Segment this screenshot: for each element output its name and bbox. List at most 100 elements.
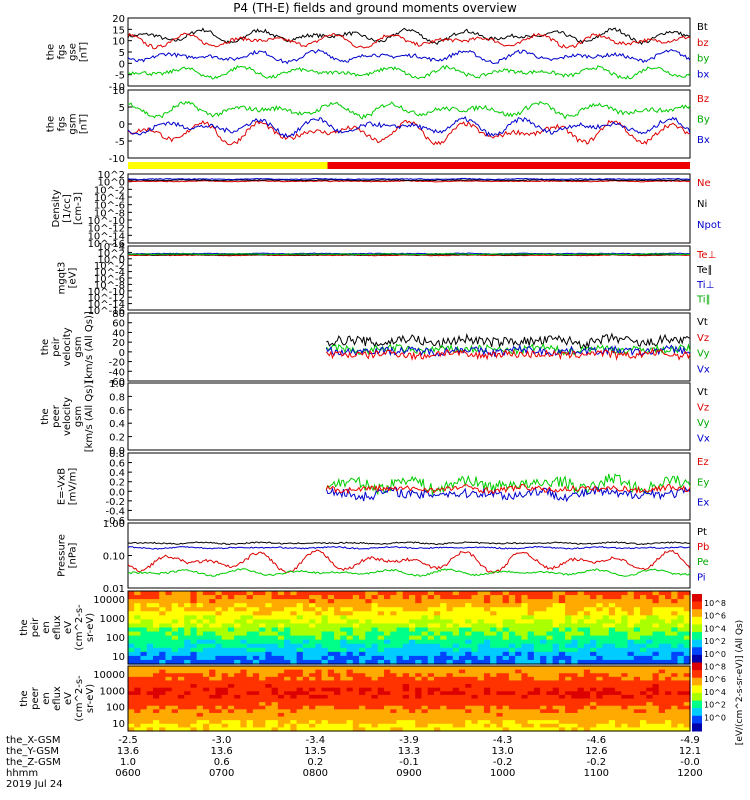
spectrogram-cell: [521, 687, 529, 692]
spectrogram-cell: [440, 615, 448, 620]
spectrogram-cell: [128, 666, 135, 671]
spectrogram-cell: [302, 705, 310, 710]
spectrogram-cell: [565, 669, 572, 674]
spectrogram-cell: [458, 647, 466, 653]
spectrogram-cell: [402, 651, 410, 657]
spectrogram-cell: [152, 720, 160, 725]
spectrogram-cell: [190, 631, 198, 637]
spectrogram-cell: [334, 647, 341, 653]
spectrogram-cell: [265, 676, 273, 682]
spectrogram-cell: [152, 723, 160, 728]
spectrogram-cell: [502, 631, 510, 637]
y-tick-label: 10^-8: [94, 208, 125, 219]
spectrogram-cell: [465, 694, 473, 700]
spectrogram-cell: [227, 623, 235, 629]
spectrogram-cell: [227, 694, 235, 700]
status-bar-segment: [327, 162, 690, 169]
spectrogram-cell: [371, 727, 379, 732]
spectrogram-cell: [490, 595, 498, 600]
spectrogram-cell: [658, 623, 666, 629]
spectrogram-cell: [446, 727, 454, 732]
spectrogram-cell: [540, 607, 547, 612]
spectrogram-cell: [640, 709, 647, 714]
spectrogram-cell: [202, 639, 210, 645]
spectrogram-cell: [152, 635, 160, 641]
panel-frame: [127, 665, 691, 732]
spectrogram-cell: [677, 619, 685, 625]
spectrogram-cell: [259, 655, 266, 661]
spectrogram-cell: [159, 655, 167, 661]
spectrogram-cell: [496, 595, 504, 600]
spectrogram-cell: [390, 698, 398, 703]
spectrogram-cell: [128, 702, 135, 707]
spectrogram-cell: [515, 603, 522, 608]
spectrogram-cell: [596, 631, 604, 637]
spectrogram-cell: [246, 720, 254, 725]
spectrogram-cell: [371, 615, 379, 620]
spectrogram-cell: [621, 631, 629, 637]
spectrogram-cell: [677, 684, 685, 689]
spectrogram-cell: [502, 639, 510, 645]
spectrogram-cell: [571, 709, 579, 714]
spectrogram-cell: [602, 666, 610, 671]
spectrogram-cell: [465, 666, 473, 671]
spectrogram-cell: [321, 680, 329, 685]
spectrogram-cell: [209, 716, 217, 721]
spectrogram-cell: [234, 705, 241, 710]
spectrogram-cell: [384, 712, 391, 718]
spectrogram-cell: [277, 694, 285, 700]
spectrogram-cell: [340, 623, 348, 629]
spectrogram-cell: [596, 705, 604, 710]
spectrogram-cell: [215, 643, 223, 649]
spectrogram-cell: [159, 651, 167, 657]
spectrogram-cell: [433, 643, 441, 649]
legend-entry: Ti⊥: [696, 280, 714, 291]
spectrogram-cell: [533, 709, 541, 714]
orbit-value: -0.2: [587, 757, 607, 768]
spectrogram-cell: [321, 712, 329, 718]
y-axis-label-line: en: [41, 692, 52, 705]
spectrogram-cell: [490, 611, 498, 616]
spectrogram-cell: [252, 680, 260, 685]
spectrogram-cell: [134, 655, 142, 661]
spectrogram-cell: [652, 727, 660, 732]
spectrogram-cell: [146, 591, 154, 596]
spectrogram-cell: [502, 595, 510, 600]
spectrogram-cell: [265, 673, 273, 678]
spectrogram-cell: [140, 694, 148, 700]
spectrogram-cell: [271, 599, 279, 604]
spectrogram-cell: [246, 619, 254, 625]
spectrogram-cell: [627, 631, 635, 637]
colorbar-segment: [692, 647, 702, 656]
spectrogram-cell: [202, 720, 210, 725]
spectrogram-cell: [508, 702, 516, 707]
spectrogram-cell: [490, 599, 498, 604]
spectrogram-cell: [352, 647, 360, 653]
spectrogram-cell: [446, 687, 454, 692]
spectrogram-cell: [621, 691, 629, 696]
spectrogram-cell: [290, 615, 298, 620]
spectrogram-cell: [633, 720, 641, 725]
spectrogram-cell: [246, 631, 254, 637]
spectrogram-cell: [671, 655, 679, 661]
panel-density: 10^210^010^-210^-410^-610^-810^-1010^-12…: [51, 170, 721, 250]
spectrogram-cell: [427, 607, 435, 612]
spectrogram-cell: [296, 639, 304, 645]
spectrogram-cell: [633, 623, 641, 629]
spectrogram-cell: [477, 591, 485, 596]
spectrogram-cell: [571, 627, 579, 633]
spectrogram-cell: [309, 680, 316, 685]
spectrogram-cell: [171, 709, 179, 714]
y-axis-label: mgqt3[eV]: [57, 262, 79, 295]
spectrogram-cell: [546, 647, 554, 653]
spectrogram-cell: [590, 611, 597, 616]
spectrogram-cell: [221, 691, 229, 696]
spectrogram-cell: [508, 687, 516, 692]
spectrogram-cell: [215, 607, 223, 612]
y-axis-label: thefgsgsm[nT]: [46, 113, 90, 134]
spectrogram-cell: [415, 673, 423, 678]
spectrogram-cell: [677, 673, 685, 678]
spectrogram-cell: [658, 643, 666, 649]
spectrogram-cell: [409, 716, 416, 721]
spectrogram-cell: [602, 615, 610, 620]
